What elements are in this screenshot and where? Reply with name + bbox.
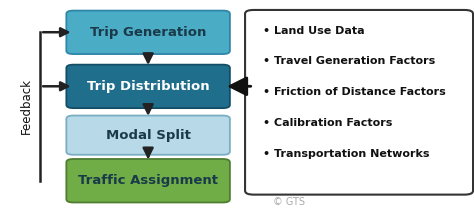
Text: Modal Split: Modal Split	[106, 129, 191, 142]
Text: Feedback: Feedback	[19, 78, 33, 134]
Text: Traffic Assignment: Traffic Assignment	[78, 174, 218, 187]
FancyBboxPatch shape	[66, 11, 230, 54]
Text: • Travel Generation Factors: • Travel Generation Factors	[263, 56, 435, 67]
Text: • Land Use Data: • Land Use Data	[263, 26, 365, 36]
Text: © GTS: © GTS	[273, 197, 305, 207]
Text: Trip Generation: Trip Generation	[90, 26, 206, 39]
Text: • Calibration Factors: • Calibration Factors	[263, 118, 392, 128]
Text: • Transportation Networks: • Transportation Networks	[263, 149, 429, 159]
FancyBboxPatch shape	[66, 116, 230, 155]
FancyBboxPatch shape	[66, 159, 230, 202]
Text: • Friction of Distance Factors: • Friction of Distance Factors	[263, 87, 446, 97]
Text: Trip Distribution: Trip Distribution	[87, 80, 210, 93]
FancyBboxPatch shape	[66, 65, 230, 108]
FancyBboxPatch shape	[245, 10, 473, 195]
